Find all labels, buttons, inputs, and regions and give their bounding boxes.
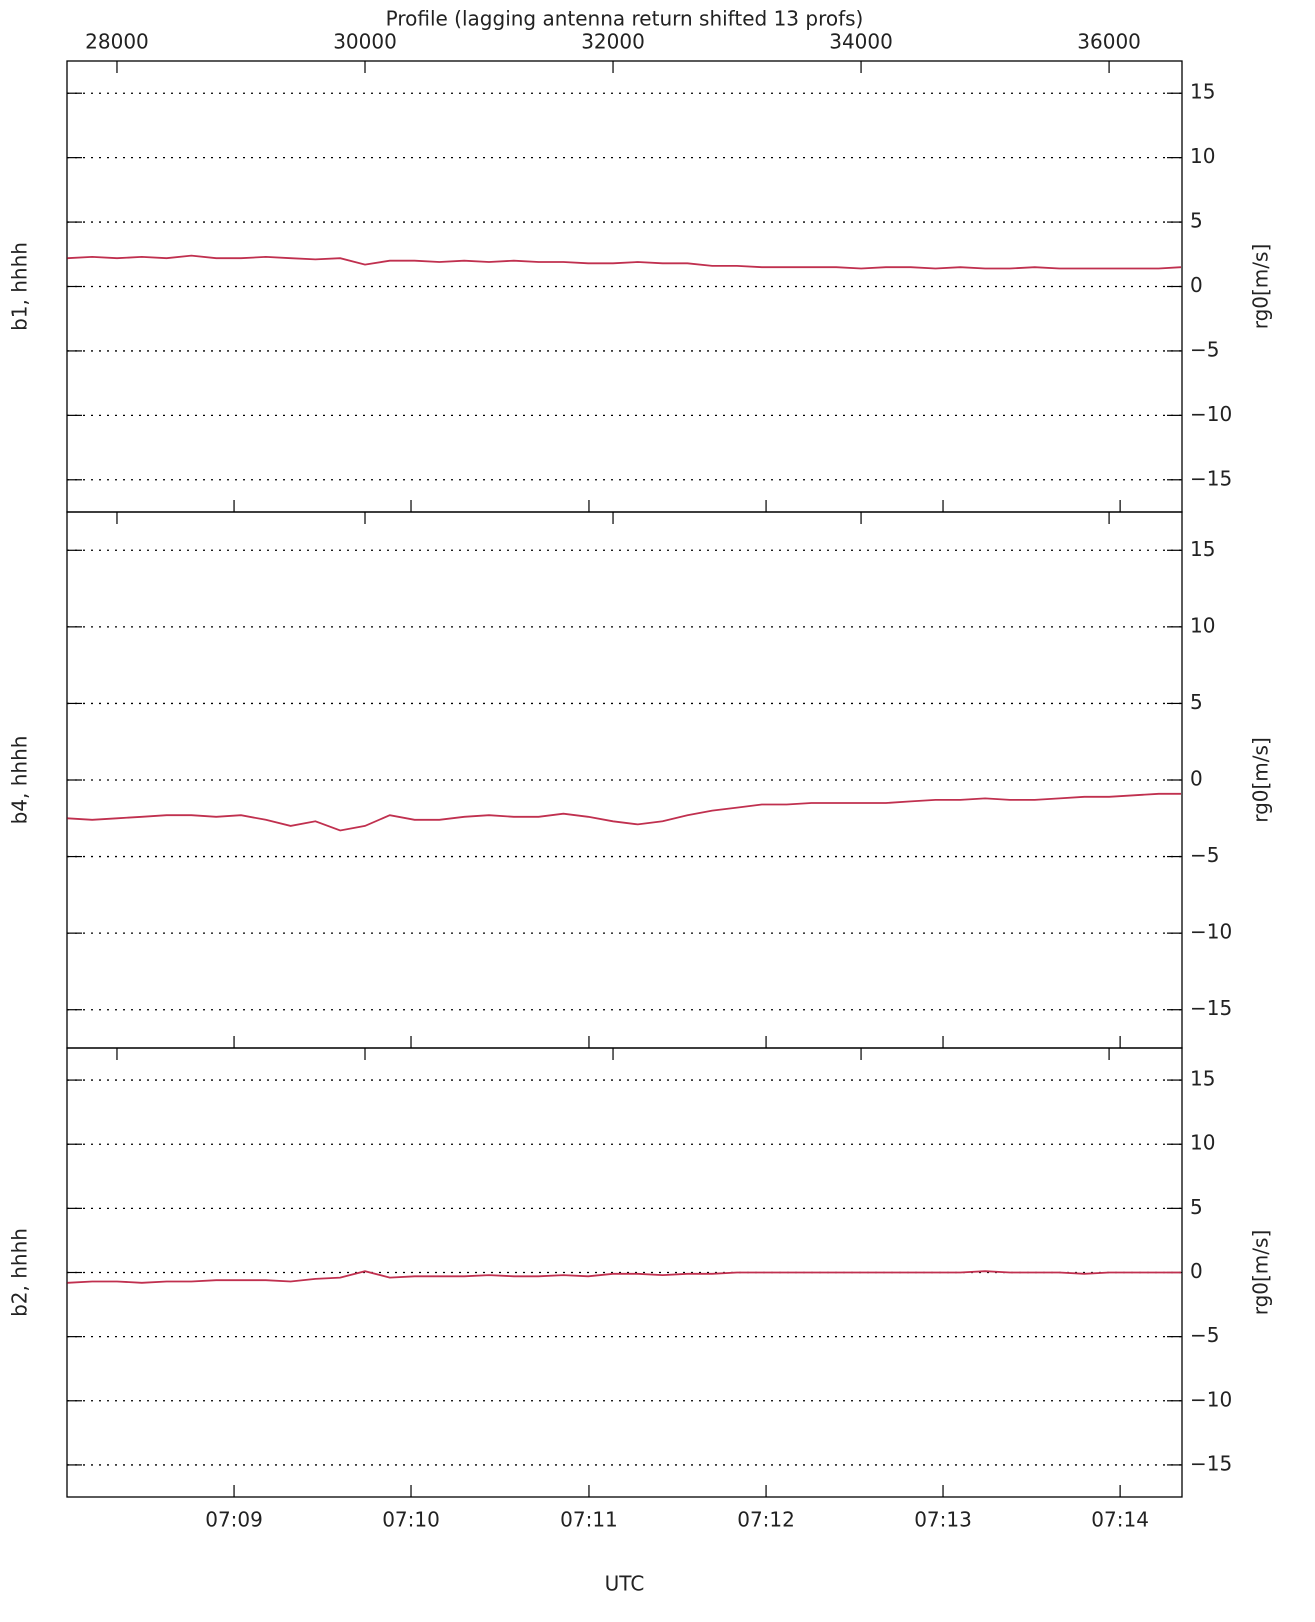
data-line — [67, 254, 1182, 270]
plot-frame — [66, 60, 1183, 513]
y-tick-label: 0 — [1190, 767, 1203, 791]
y2-axis-label: rg0[m/s] — [1249, 1230, 1273, 1316]
y-tick-label: 0 — [1190, 273, 1203, 297]
x-tick-label: 34000 — [829, 30, 893, 54]
y-tick-label: −10 — [1190, 402, 1232, 426]
y-tick-label: −10 — [1190, 920, 1232, 944]
y-tick-label: −15 — [1190, 1451, 1232, 1475]
y-tick-label: 5 — [1190, 690, 1203, 714]
y-tick-label: 5 — [1190, 209, 1203, 233]
x-axis-label: Profile (lagging antenna return shifted … — [386, 7, 864, 31]
y-tick-label: −5 — [1190, 1323, 1219, 1347]
y-axis-label: b4, hhhh — [8, 736, 32, 825]
x-tick-label: 07:12 — [737, 1508, 795, 1532]
x-tick-label: 07:13 — [914, 1508, 972, 1532]
y-tick-label: 15 — [1190, 1067, 1215, 1091]
y-tick-label: −10 — [1190, 1387, 1232, 1411]
x-axis-label: UTC — [605, 1572, 645, 1596]
data-line — [67, 1270, 1181, 1284]
x-tick-label: 36000 — [1077, 30, 1141, 54]
y-tick-label: 10 — [1190, 1131, 1215, 1155]
x-tick-label: 07:10 — [382, 1508, 440, 1532]
y2-axis-label: rg0[m/s] — [1249, 737, 1273, 823]
x-tick-label: 30000 — [333, 30, 397, 54]
y-tick-label: −5 — [1190, 337, 1219, 361]
y-tick-label: −5 — [1190, 843, 1219, 867]
y-tick-label: 15 — [1190, 537, 1215, 561]
plot-frame — [66, 511, 1183, 1049]
y-tick-label: 10 — [1190, 613, 1215, 637]
y-tick-label: 5 — [1190, 1195, 1203, 1219]
y2-axis-label: rg0[m/s] — [1249, 244, 1273, 330]
x-tick-label: 07:11 — [560, 1508, 618, 1532]
x-tick-label: 32000 — [581, 30, 645, 54]
x-tick-label: 28000 — [85, 30, 149, 54]
x-tick-label: 07:14 — [1091, 1508, 1149, 1532]
y-tick-label: −15 — [1190, 996, 1232, 1020]
y-tick-label: 0 — [1190, 1259, 1203, 1283]
y-axis-label: b1, hhhh — [8, 242, 32, 331]
x-tick-label: 07:09 — [205, 1508, 263, 1532]
y-axis-label: b2, hhhh — [8, 1228, 32, 1317]
y-tick-label: 10 — [1190, 144, 1215, 168]
y-tick-label: −15 — [1190, 466, 1232, 490]
y-tick-label: 15 — [1190, 80, 1215, 104]
data-line — [67, 792, 1181, 832]
